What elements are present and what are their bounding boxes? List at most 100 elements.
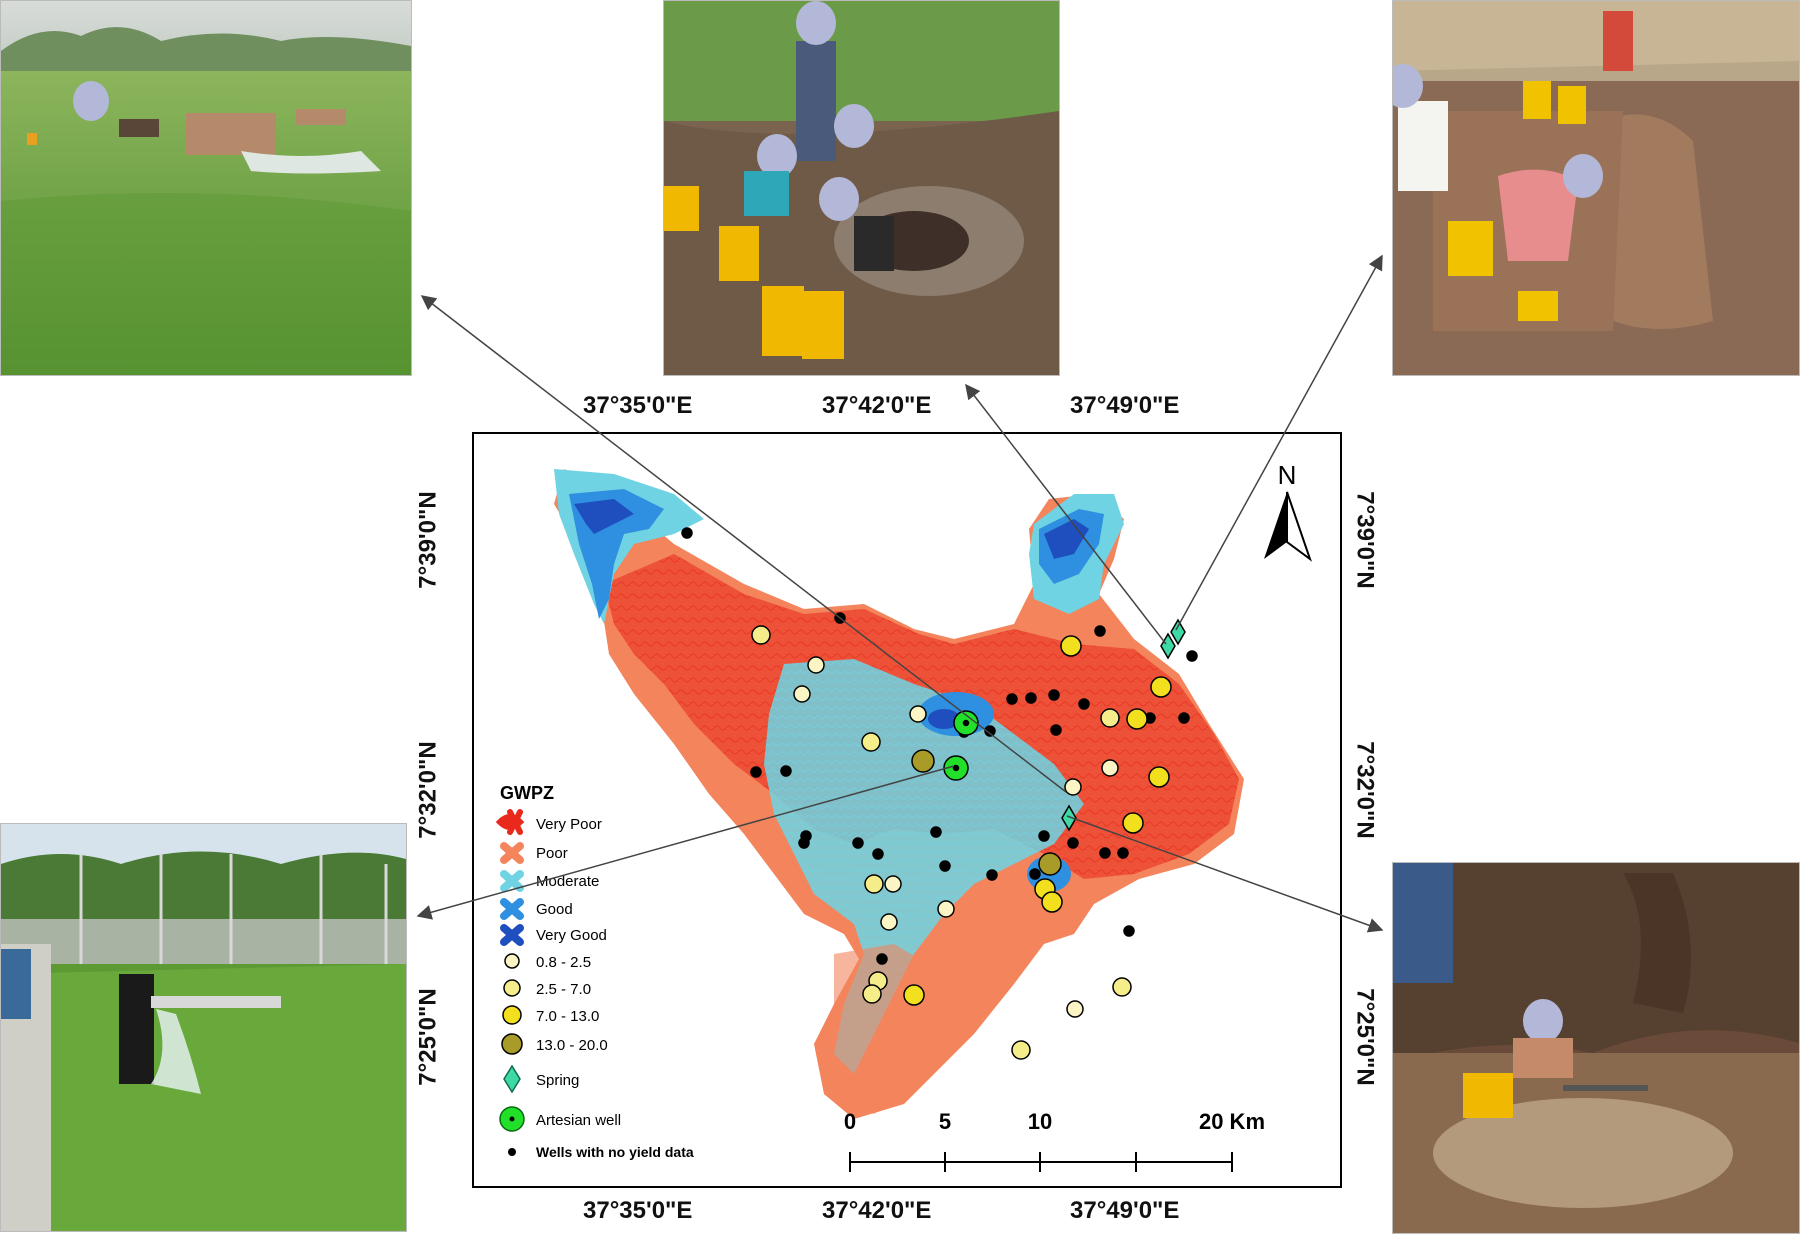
well-no-yield <box>872 848 884 860</box>
well-no-yield <box>1178 712 1190 724</box>
legend-label-no-yield: Wells with no yield data <box>536 1144 694 1160</box>
well-yield-7-0-13-0 <box>903 984 925 1006</box>
legend: GWPZ Very Poor Poor Moderate Good Very G… <box>495 783 694 1160</box>
photo-hand-dug-well <box>663 0 1060 376</box>
well-yield-2-5-7-0 <box>1112 977 1132 997</box>
legend-swatch-moderate <box>500 870 524 892</box>
legend-yield-7-0-13-0 <box>502 1005 522 1025</box>
well-no-yield <box>1123 925 1135 937</box>
well-yield-2-5-7-0 <box>861 732 881 752</box>
well-no-yield <box>852 837 864 849</box>
legend-no-yield-icon <box>508 1148 516 1156</box>
top-lon-label-1: 37°35'0"E <box>583 392 693 419</box>
well-yield-13-0-20-0 <box>1038 852 1062 876</box>
left-lat-label-1: 7°39'0"N <box>414 491 442 589</box>
bottom-lon-label-3: 37°49'0"E <box>1070 1197 1180 1224</box>
well-yield-13-0-20-0 <box>911 749 935 773</box>
bottom-lon-label-1: 37°35'0"E <box>583 1197 693 1224</box>
legend-yield-0-8-2-5 <box>504 953 520 969</box>
well-yield-2-5-7-0 <box>751 625 771 645</box>
legend-swatch-poor <box>500 842 524 864</box>
well-no-yield <box>1099 847 1111 859</box>
well-no-yield <box>1048 689 1060 701</box>
bottom-lon-label-2: 37°42'0"E <box>822 1197 932 1224</box>
well-no-yield <box>930 826 942 838</box>
legend-label-good: Good <box>536 901 573 918</box>
well-yield-0-8-2-5 <box>884 875 902 893</box>
well-no-yield <box>1067 837 1079 849</box>
well-yield-0-8-2-5 <box>793 685 811 703</box>
well-no-yield <box>1078 698 1090 710</box>
well-yield-0-8-2-5 <box>807 656 825 674</box>
spring <box>1160 632 1176 660</box>
well-yield-2-5-7-0 <box>862 984 882 1004</box>
well-yield-2-5-7-0 <box>864 874 884 894</box>
legend-label-yield-2: 2.5 - 7.0 <box>536 981 591 998</box>
well-no-yield <box>1029 868 1041 880</box>
well-yield-0-8-2-5 <box>937 900 955 918</box>
well-no-yield <box>1117 847 1129 859</box>
legend-label-yield-4: 13.0 - 20.0 <box>536 1037 608 1054</box>
well-yield-7-0-13-0 <box>1126 708 1148 730</box>
legend-swatch-very-poor <box>495 809 525 835</box>
well-yield-2-5-7-0 <box>1011 1040 1031 1060</box>
photo-spring-field <box>0 0 412 376</box>
legend-spring-icon <box>503 1064 521 1094</box>
top-lon-label-3: 37°49'0"E <box>1070 392 1180 419</box>
well-yield-7-0-13-0 <box>1122 812 1144 834</box>
well-no-yield <box>834 612 846 624</box>
legend-swatch-good <box>500 898 524 920</box>
top-lon-label-2: 37°42'0"E <box>822 392 932 419</box>
legend-label-very-good: Very Good <box>536 927 607 944</box>
well-no-yield <box>681 527 693 539</box>
legend-label-poor: Poor <box>536 845 568 862</box>
scale-bar: 0 5 10 20 Km <box>844 1109 1265 1172</box>
well-no-yield <box>1025 692 1037 704</box>
right-lat-label-2: 7°32'0"N <box>1351 741 1379 839</box>
well-yield-7-0-13-0 <box>1150 676 1172 698</box>
legend-yield-13-0-20-0 <box>501 1033 523 1055</box>
well-no-yield <box>1050 724 1062 736</box>
well-no-yield <box>798 837 810 849</box>
well-yield-0-8-2-5 <box>1064 778 1082 796</box>
right-lat-label-3: 7°25'0"N <box>1351 988 1379 1086</box>
well-yield-0-8-2-5 <box>1101 759 1119 777</box>
legend-label-very-poor: Very Poor <box>536 816 602 833</box>
photo-spring-pool <box>1392 862 1800 1234</box>
well-no-yield <box>876 953 888 965</box>
left-lat-label-2: 7°32'0"N <box>414 741 442 839</box>
well-no-yield <box>1094 625 1106 637</box>
legend-label-artesian: Artesian well <box>536 1112 621 1129</box>
well-yield-2-5-7-0 <box>1100 708 1120 728</box>
spring <box>1170 618 1186 646</box>
well-yield-7-0-13-0 <box>1060 635 1082 657</box>
well-yield-0-8-2-5 <box>1066 1000 1084 1018</box>
scale-label-0: 0 <box>844 1109 856 1134</box>
photo-artesian-pipe <box>0 823 407 1232</box>
scale-label-5: 5 <box>939 1109 951 1134</box>
well-no-yield <box>750 766 762 778</box>
well-no-yield <box>939 860 951 872</box>
right-lat-label-1: 7°39'0"N <box>1351 491 1379 589</box>
scale-label-20: 20 Km <box>1199 1109 1265 1134</box>
well-yield-7-0-13-0 <box>1041 891 1063 913</box>
legend-title: GWPZ <box>500 783 554 803</box>
left-lat-label-3: 7°25'0"N <box>414 988 442 1086</box>
well-yield-0-8-2-5 <box>880 913 898 931</box>
well-yield-0-8-2-5 <box>909 705 927 723</box>
legend-label-moderate: Moderate <box>536 873 599 890</box>
well-yield-7-0-13-0 <box>1148 766 1170 788</box>
north-arrow-label: N <box>1278 460 1297 490</box>
well-no-yield <box>1186 650 1198 662</box>
well-no-yield <box>780 765 792 777</box>
well-no-yield <box>986 869 998 881</box>
map-canvas: N GWPZ Very Poor Poor Moderate Good Very… <box>495 460 1312 1172</box>
legend-label-yield-3: 7.0 - 13.0 <box>536 1008 599 1025</box>
scale-label-10: 10 <box>1028 1109 1052 1134</box>
photo-spring-collection <box>1392 0 1800 376</box>
well-no-yield <box>984 725 996 737</box>
legend-label-yield-1: 0.8 - 2.5 <box>536 954 591 971</box>
well-no-yield <box>1038 830 1050 842</box>
well-no-yield <box>1006 693 1018 705</box>
map-frame: N GWPZ Very Poor Poor Moderate Good Very… <box>472 432 1342 1188</box>
